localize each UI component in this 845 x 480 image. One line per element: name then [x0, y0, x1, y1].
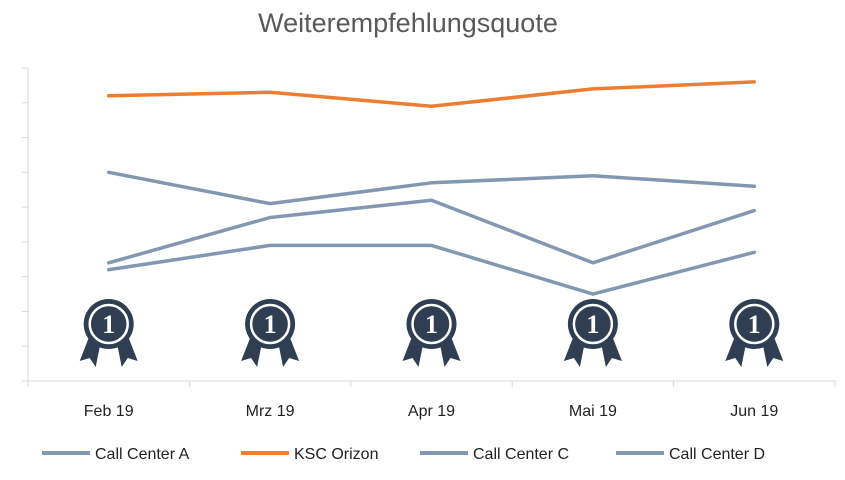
first-place-award-icon: 1 [79, 299, 138, 367]
medal-outer [406, 299, 457, 349]
ribbon-left [563, 338, 585, 367]
chart-title: Weiterempfehlungsquote [258, 8, 558, 38]
legend-item: KSC Orizon [241, 446, 378, 463]
medal-ring [734, 303, 775, 345]
legend-item: Call Center C [420, 446, 569, 463]
ribbon-right [439, 338, 461, 367]
medal-number: 1 [102, 310, 115, 339]
first-place-award-icon: 1 [402, 299, 461, 367]
series-line-ksc-orizon [106, 80, 757, 109]
ribbon-left [241, 338, 263, 367]
legend-label: Call Center D [669, 446, 765, 463]
series-line-call-center-d [106, 243, 757, 296]
first-place-award-icon: 1 [725, 299, 784, 367]
medal-outer [567, 299, 618, 349]
medal-ring [411, 303, 452, 345]
medal-ring [88, 303, 129, 345]
legend-item: Call Center D [616, 446, 765, 463]
ribbon-right [762, 338, 784, 367]
ribbon-right [116, 338, 138, 367]
ribbon-right [278, 338, 300, 367]
x-tick-label: Mrz 19 [246, 403, 295, 420]
medal-outer [83, 299, 134, 349]
legend-label: Call Center A [95, 446, 190, 463]
series-line-call-center-a [106, 170, 757, 206]
medal-ring [572, 303, 614, 345]
ribbon-left [725, 338, 747, 367]
x-tick-label: Feb 19 [84, 403, 134, 420]
medal-outer [245, 299, 296, 349]
medal-ring [249, 303, 291, 345]
medal-number: 1 [586, 310, 599, 339]
first-place-award-icon: 1 [241, 299, 300, 367]
x-tick-label: Jun 19 [730, 403, 778, 420]
medal-number: 1 [425, 310, 438, 339]
plot-series [106, 80, 757, 296]
x-axis-tick-labels: Feb 19 Mrz 19 Apr 19 Mai 19 Jun 19 [84, 403, 779, 420]
medal-number: 1 [264, 310, 277, 339]
medal-outer [729, 299, 780, 349]
legend-label: KSC Orizon [294, 446, 378, 463]
x-tick-label: Mai 19 [569, 403, 617, 420]
legend-item: Call Center A [42, 446, 190, 463]
legend-label: Call Center C [473, 446, 569, 463]
first-place-award-icon: 1 [563, 299, 622, 367]
award-badges: 1 1 1 1 1 [79, 299, 784, 367]
plot-axes [22, 67, 836, 387]
x-tick-label: Apr 19 [408, 403, 455, 420]
series-line-call-center-c [106, 198, 757, 265]
ribbon-left [79, 338, 101, 367]
ribbon-right [600, 338, 622, 367]
legend: Call Center A KSC Orizon Call Center C Call… [42, 446, 765, 463]
medal-number: 1 [748, 310, 761, 339]
ribbon-left [402, 338, 424, 367]
